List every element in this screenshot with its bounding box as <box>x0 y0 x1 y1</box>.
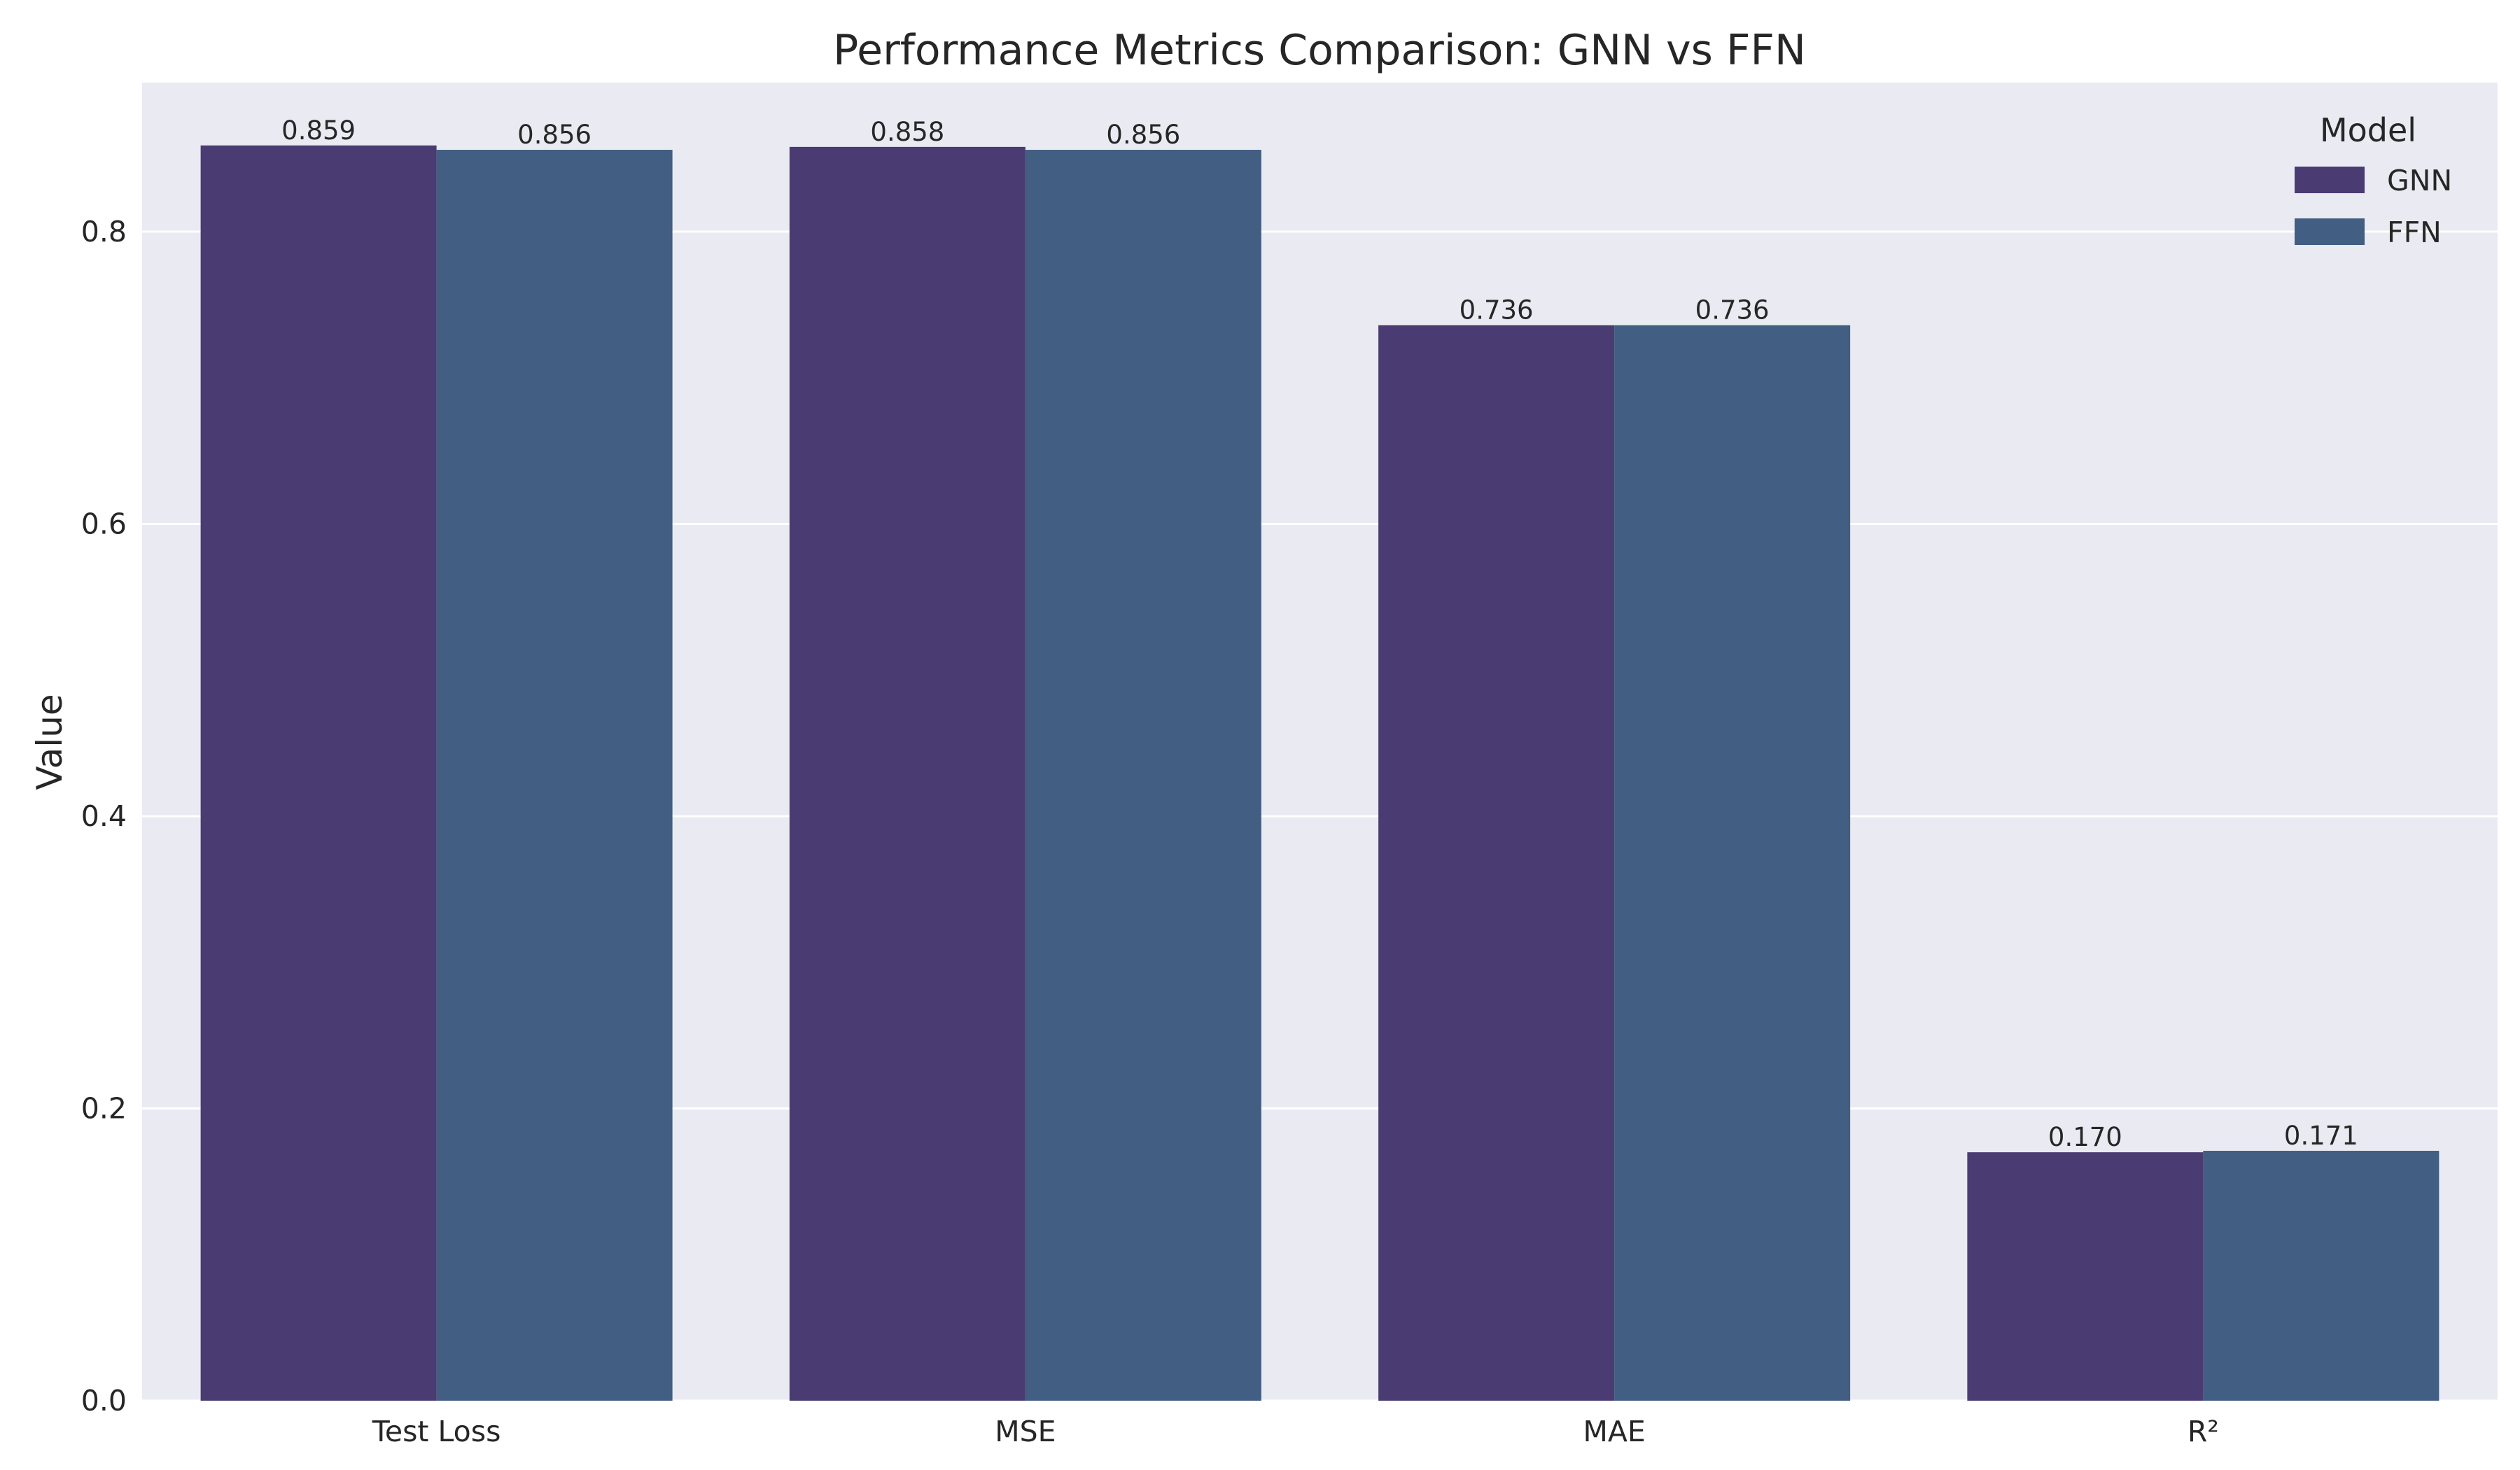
bar-ffn-mse <box>1025 150 1261 1401</box>
legend-title: Model <box>2320 111 2416 149</box>
bar-ffn-test-loss <box>436 150 673 1401</box>
x-tick-label-test-loss: Test Loss <box>372 1415 501 1448</box>
y-tick-label: 0.0 <box>81 1384 127 1418</box>
data-label-ffn-r2: 0.171 <box>2284 1121 2358 1151</box>
data-label-gnn-test-loss: 0.859 <box>281 115 356 146</box>
bar-gnn-mae <box>1378 325 1615 1401</box>
data-label-gnn-r2: 0.170 <box>2048 1122 2122 1152</box>
x-tick-label-mse: MSE <box>995 1415 1056 1448</box>
y-tick-label: 0.4 <box>81 799 127 833</box>
bar-gnn-r2 <box>1967 1152 2204 1401</box>
bars <box>200 145 2440 1401</box>
value-labels: 0.859 0.856 0.858 0.856 0.736 0.736 0.170 0.171 <box>281 115 2358 1152</box>
legend-swatch-gnn <box>2295 167 2365 193</box>
y-tick-label: 0.2 <box>81 1091 127 1125</box>
bar-ffn-mae <box>1614 325 1851 1401</box>
bar-gnn-test-loss <box>200 145 437 1401</box>
y-axis-label: Value <box>29 694 70 790</box>
data-label-ffn-test-loss: 0.856 <box>517 120 592 150</box>
data-label-ffn-mae: 0.736 <box>1695 295 1770 326</box>
legend-label-gnn: GNN <box>2387 164 2452 197</box>
data-label-gnn-mae: 0.736 <box>1460 295 1534 326</box>
x-tick-label-mae: MAE <box>1583 1415 1645 1448</box>
bar-gnn-mse <box>789 146 1026 1401</box>
bar-ffn-r2 <box>2203 1151 2440 1401</box>
legend-swatch-ffn <box>2295 218 2365 245</box>
legend: Model GNN FFN <box>2295 111 2452 249</box>
x-axis-ticks: Test Loss MSE MAE R² <box>372 1415 2219 1448</box>
y-tick-label: 0.8 <box>81 215 127 248</box>
data-label-gnn-mse: 0.858 <box>870 117 944 147</box>
y-tick-label: 0.6 <box>81 507 127 540</box>
x-tick-label-r2: R² <box>2188 1415 2219 1448</box>
legend-entries: GNN FFN <box>2295 164 2452 249</box>
chart-title: Performance Metrics Comparison: GNN vs F… <box>833 26 1806 75</box>
y-axis-ticks: 0.0 0.2 0.4 0.6 0.8 <box>81 215 127 1418</box>
legend-label-ffn: FFN <box>2387 216 2442 249</box>
data-label-ffn-mse: 0.856 <box>1106 120 1180 150</box>
